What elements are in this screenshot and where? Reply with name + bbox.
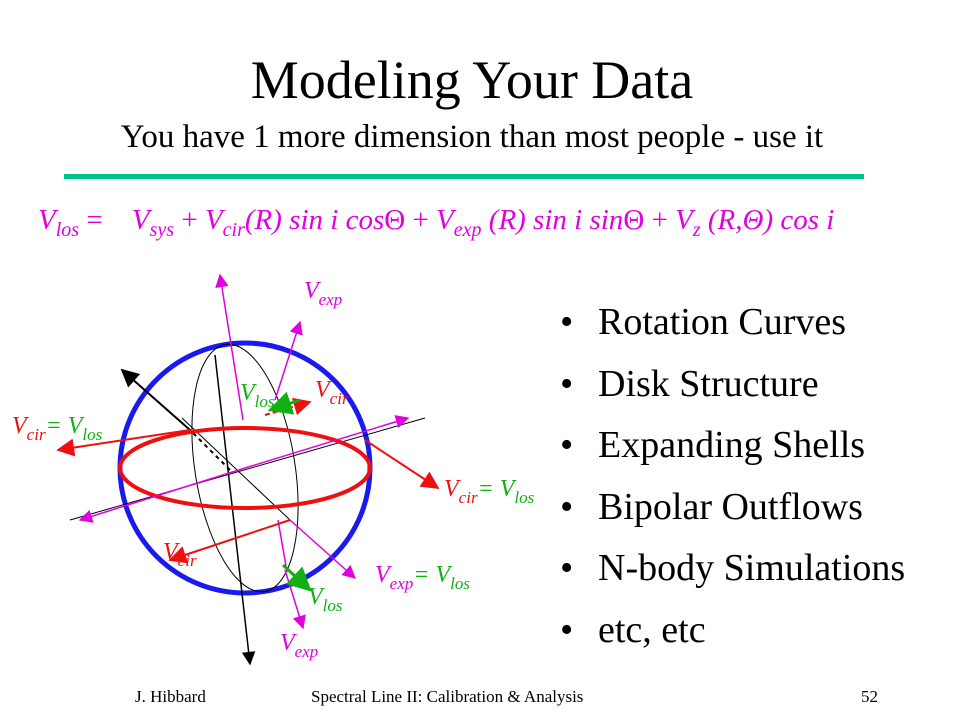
list-item: • N-body Simulations bbox=[560, 547, 906, 589]
plane-line-horizontal bbox=[69, 417, 426, 521]
title-underline bbox=[64, 174, 864, 179]
eq-vz-term: Vz (R,Θ) cos i bbox=[675, 204, 835, 241]
vcir-arrow-right bbox=[364, 439, 440, 489]
list-item: • Rotation Curves bbox=[560, 301, 847, 343]
slide-title: Modeling Your Data bbox=[250, 50, 694, 110]
label-vcir-vlos-right: Vcir= Vlos bbox=[444, 476, 535, 507]
eq-equals: = bbox=[86, 204, 103, 236]
footer-page-number: 52 bbox=[861, 687, 878, 706]
vlos-arrow-bottom bbox=[281, 563, 312, 592]
line-of-sight-arrow bbox=[120, 368, 191, 431]
list-item: • Disk Structure bbox=[560, 362, 819, 405]
label-vcir-bottom: Vcir bbox=[163, 539, 197, 570]
line-of-sight-dashed bbox=[189, 429, 231, 471]
vexp-arrow-left bbox=[78, 467, 246, 523]
vexp-arrow-upper-right bbox=[274, 320, 303, 401]
velocity-equation: Vlos = Vsys + Vcir(R) sin i cosΘ + Vexp … bbox=[38, 200, 938, 250]
topic-list: • Rotation Curves • Disk Structure • Expand… bbox=[560, 292, 905, 661]
vexp-arrow-right bbox=[244, 415, 410, 469]
list-item: • etc, etc bbox=[560, 608, 706, 651]
slide-subtitle: You have 1 more dimension than most peop… bbox=[120, 119, 824, 155]
eq-plus-1: + bbox=[181, 204, 198, 236]
footer-talk-title: Spectral Line II: Calibration & Analysis bbox=[311, 687, 584, 706]
vexp-arrow-lower-right bbox=[289, 519, 357, 579]
label-vcir-vlos-left: Vcir= Vlos bbox=[12, 413, 103, 444]
vcir-arrow-left bbox=[56, 429, 191, 457]
vexp-arrow-top bbox=[215, 273, 244, 421]
disk-ring bbox=[118, 426, 372, 510]
vexp-arrow-bottom-stem bbox=[277, 519, 288, 573]
eq-vcir-term: Vcir(R) sin i cosΘ bbox=[204, 204, 406, 241]
vcir-arrow-bottom bbox=[168, 519, 291, 564]
eq-plus-3: + bbox=[651, 204, 668, 236]
footer-author: J. Hibbard bbox=[135, 687, 206, 706]
list-item: • Bipolar Outflows bbox=[560, 485, 863, 528]
eq-plus-2: + bbox=[412, 204, 429, 236]
eq-lhs: Vlos bbox=[38, 204, 80, 241]
list-item: • Expanding Shells bbox=[560, 424, 866, 466]
eq-vexp-term: Vexp (R) sin i sinΘ bbox=[436, 204, 645, 241]
vlos-arrow-top bbox=[267, 391, 301, 415]
label-vlos-bottom: Vlos bbox=[308, 584, 343, 615]
label-vexp-bottom: Vexp bbox=[280, 630, 318, 661]
meridian-ellipse bbox=[191, 343, 299, 593]
label-vcir-top: Vcir bbox=[315, 377, 349, 408]
label-vexp-vlos-right: Vexp= Vlos bbox=[375, 562, 470, 593]
plane-line-diagonal bbox=[181, 417, 291, 521]
label-vlos-top: Vlos bbox=[240, 380, 275, 411]
eq-vsys: Vsys bbox=[131, 204, 175, 241]
velocity-sphere-diagram: Vexp Vlos Vcir Vcir= Vlos Vcir= Vlos Vci… bbox=[12, 273, 535, 666]
label-vexp-top: Vexp bbox=[304, 278, 342, 309]
